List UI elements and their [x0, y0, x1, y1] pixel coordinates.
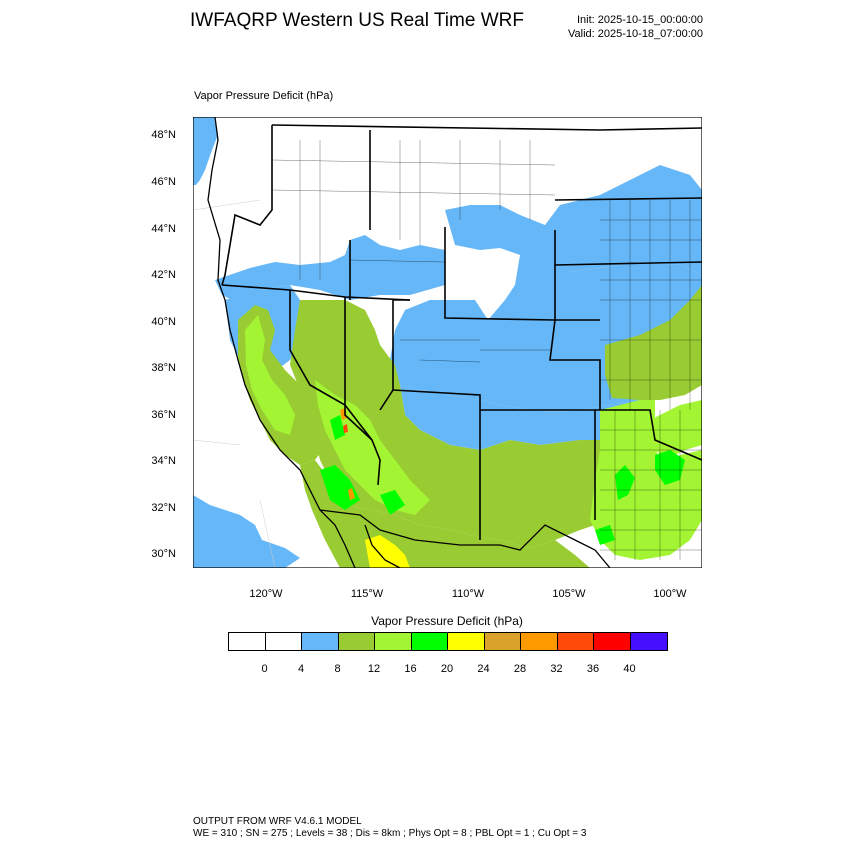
lat-label: 42°N [151, 269, 176, 281]
legend-swatch [484, 633, 521, 650]
model-footer: OUTPUT FROM WRF V4.6.1 MODEL WE = 310 ; … [193, 816, 586, 840]
ocean-region [193, 117, 218, 185]
lat-label: 30°N [151, 548, 176, 560]
lon-label: 105°W [552, 588, 586, 600]
coastline [207, 117, 611, 568]
lon-label: 110°W [451, 588, 485, 600]
state-borders [221, 124, 702, 540]
footer-line-2: WE = 310 ; SN = 275 ; Levels = 38 ; Dis … [193, 828, 587, 839]
legend-label: 8 [334, 663, 341, 675]
sw-blue [390, 300, 488, 390]
footer-line-1: OUTPUT FROM WRF V4.6.1 MODEL [193, 816, 362, 827]
legend-label: 12 [367, 663, 381, 675]
legend-label: 28 [513, 663, 527, 675]
legend-swatch [630, 633, 667, 650]
hotspot-red [343, 424, 348, 433]
plot-title: IWFAQRP Western US Real Time WRF [190, 10, 524, 31]
legend-swatch [229, 633, 266, 650]
lat-label: 32°N [151, 502, 176, 514]
legend-label: 24 [477, 663, 490, 675]
lat-label: 44°N [151, 223, 176, 235]
legend-swatch [338, 633, 375, 650]
valid-time: Valid: 2025-10-18_07:00:00 [568, 28, 703, 40]
legend-swatch [594, 633, 631, 650]
legend-swatch [448, 633, 485, 650]
legend-swatch [302, 633, 339, 650]
legend-swatch [265, 633, 302, 650]
county-lines [271, 140, 702, 560]
south-blue [400, 385, 655, 450]
legend-title: Vapor Pressure Deficit (hPa) [371, 614, 523, 628]
legend-label: 32 [550, 663, 563, 675]
legend-label: 36 [586, 663, 600, 675]
sonora-yellow [365, 535, 410, 568]
desert-brightgreen [320, 415, 405, 515]
legend-label: 20 [440, 663, 454, 675]
legend-label: 40 [623, 663, 636, 675]
texas-lightgreen [590, 400, 702, 560]
texas-brightgreen [595, 450, 685, 545]
north-blue-patch [445, 165, 702, 275]
lat-label: 38°N [151, 362, 176, 374]
field-subtitle: Vapor Pressure Deficit (hPa) [194, 90, 334, 102]
lon-label: 100°W [653, 588, 687, 600]
legend-swatch [521, 633, 558, 650]
legend-label: 0 [261, 663, 268, 675]
lat-label: 46°N [151, 176, 176, 188]
lat-label: 34°N [151, 455, 176, 467]
plains-green [605, 285, 702, 400]
lon-label: 120°W [249, 588, 283, 600]
nw-blue-patch [215, 235, 445, 300]
lon-label: 115°W [350, 588, 384, 600]
lat-label: 40°N [151, 316, 176, 328]
graticule [193, 199, 276, 568]
lat-label: 48°N [151, 129, 176, 141]
init-time: Init: 2025-10-15_00:00:00 [577, 14, 703, 26]
ca-lightgreen [245, 315, 295, 435]
legend-label: 4 [297, 663, 305, 675]
legend-swatch [375, 633, 412, 650]
legend-swatch [411, 633, 448, 650]
color-legend [228, 632, 668, 651]
ocean-region-south [193, 495, 300, 568]
legend-swatch [557, 633, 594, 650]
legend-label: 16 [404, 663, 417, 675]
hotspot-orange [340, 408, 355, 500]
time-info: Init: 2025-10-15_00:00:00 Valid: 2025-10… [568, 13, 703, 41]
lat-label: 36°N [151, 409, 176, 421]
